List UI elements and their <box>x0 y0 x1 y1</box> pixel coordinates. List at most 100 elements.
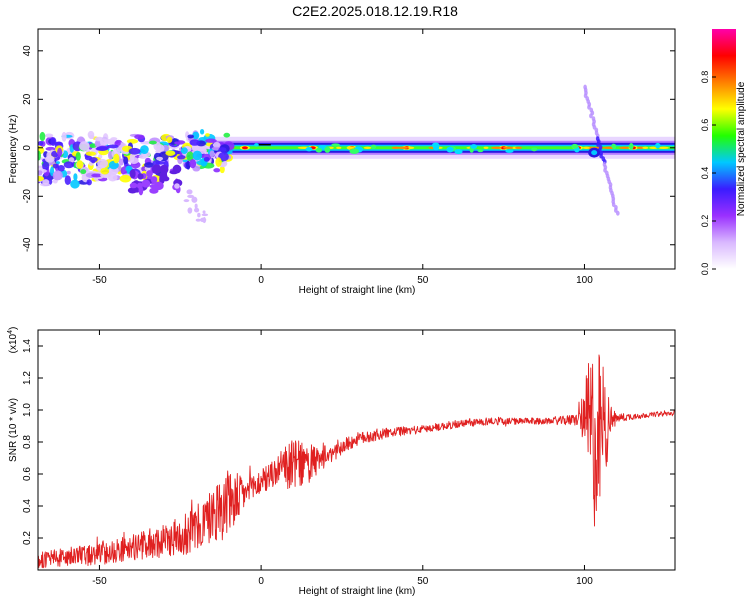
noise-tail <box>141 179 151 188</box>
x-tick-label: -50 <box>92 275 107 286</box>
trail-dot <box>197 212 201 218</box>
noise-blob <box>45 146 56 151</box>
y-tick-label: 20 <box>22 93 33 105</box>
noise-blob <box>91 159 96 164</box>
trail-dot <box>187 194 195 199</box>
spectrogram-ylabel: Frequency (Hz) <box>8 115 19 184</box>
band-edge-blob <box>370 144 377 149</box>
y-tick-label: 0.4 <box>22 499 33 513</box>
y-tick-label: 40 <box>22 45 33 57</box>
noise-blob <box>192 131 200 140</box>
y-tick-label: 1.0 <box>22 403 33 417</box>
noise-blob <box>61 131 67 142</box>
noise-blob <box>187 134 195 139</box>
y-tick-label: 0 <box>22 145 33 151</box>
x-tick-label: -50 <box>92 576 107 587</box>
noise-blob <box>100 167 110 175</box>
band-blob <box>397 146 409 149</box>
y-tick-label: 1.4 <box>22 339 33 353</box>
band-blob <box>658 146 669 149</box>
noise-blob <box>38 176 45 182</box>
band-blob <box>604 146 613 149</box>
y-tick-label: 0.6 <box>22 467 33 481</box>
noise-blob <box>91 173 103 178</box>
band-edge-blob <box>611 143 616 149</box>
noise-blob <box>79 141 90 151</box>
chirp-dot <box>616 210 620 216</box>
spectrogram-content <box>38 84 675 224</box>
noise-blob <box>46 151 52 159</box>
noise-blob <box>68 157 75 163</box>
y-tick-label: -20 <box>22 189 33 204</box>
noise-blob <box>165 150 176 156</box>
colorbar: 0.0 0.2 0.4 0.6 0.8 Normalized spectral ampl… <box>700 29 747 275</box>
noise-blob <box>134 134 145 140</box>
noise-tail <box>129 182 138 189</box>
noise-blob <box>129 157 139 164</box>
band-blob <box>619 146 630 149</box>
band-edge-blob <box>331 143 340 147</box>
colorbar-tick-label: 0.6 <box>700 119 710 132</box>
noise-blob <box>76 160 84 169</box>
noise-blob <box>57 165 65 172</box>
noise-blob <box>55 161 60 165</box>
trail-dot <box>201 213 209 217</box>
band-blob <box>363 146 372 149</box>
spectrogram-frame <box>37 28 676 270</box>
noise-blob <box>215 157 222 167</box>
band-blob <box>483 146 489 149</box>
noise-tail <box>146 170 153 178</box>
svg-text:(x104): (x104) <box>7 327 19 354</box>
band-blob <box>515 146 522 149</box>
noise-tail <box>149 184 158 189</box>
noise-blob <box>174 141 181 145</box>
spectrogram-panel: -50 0 50 100 -40 -20 0 20 40 Height of straight … <box>8 28 676 296</box>
trail-dot <box>202 210 206 214</box>
snr-scale-base: (x10 <box>8 333 19 353</box>
noise-tail <box>153 181 164 191</box>
band-edge-blob <box>454 149 463 155</box>
noise-blob <box>39 131 46 142</box>
noise-blob <box>97 158 109 169</box>
band-edge-blob <box>446 146 454 153</box>
noise-blob <box>88 135 95 140</box>
x-tick-label: 100 <box>576 576 593 587</box>
noise-blob <box>94 139 101 148</box>
y-tick-label: 0.8 <box>22 435 33 449</box>
snr-scale-label: (x104) <box>7 327 19 354</box>
noise-tail <box>162 176 170 182</box>
noise-blob <box>189 139 200 146</box>
band-edge-blob <box>531 147 538 152</box>
y-tick-label: 1.2 <box>22 371 33 385</box>
noise-blob <box>128 147 141 155</box>
noise-blob <box>106 144 119 149</box>
noise-blob <box>212 142 221 149</box>
noise-blob <box>156 156 163 161</box>
noise-blob <box>156 144 165 153</box>
noise-tail <box>156 164 161 174</box>
noise-tail <box>172 164 182 174</box>
band-edge-blob <box>324 146 331 153</box>
noise-blob <box>38 150 41 161</box>
band-edge-blob <box>254 143 259 147</box>
noise-blob <box>38 170 43 176</box>
chirp-knot-core <box>591 150 598 156</box>
y-tick-label: -40 <box>22 237 33 252</box>
chirp-dot <box>587 104 591 110</box>
noise-blob <box>38 140 44 146</box>
noise-tail <box>137 173 144 180</box>
noise-blob <box>143 162 154 168</box>
band-blob <box>346 146 355 149</box>
band-core <box>212 146 675 150</box>
noise-blob <box>80 169 87 175</box>
noise-blob <box>44 133 54 138</box>
noise-tail <box>150 176 158 184</box>
noise-tail <box>129 169 136 179</box>
colorbar-tick-label: 0.8 <box>700 71 710 84</box>
band-edge-blob <box>655 142 661 149</box>
chirp-dot <box>596 141 600 147</box>
colorbar-tick-label: 0.4 <box>700 167 710 180</box>
noise-blob <box>119 174 132 183</box>
